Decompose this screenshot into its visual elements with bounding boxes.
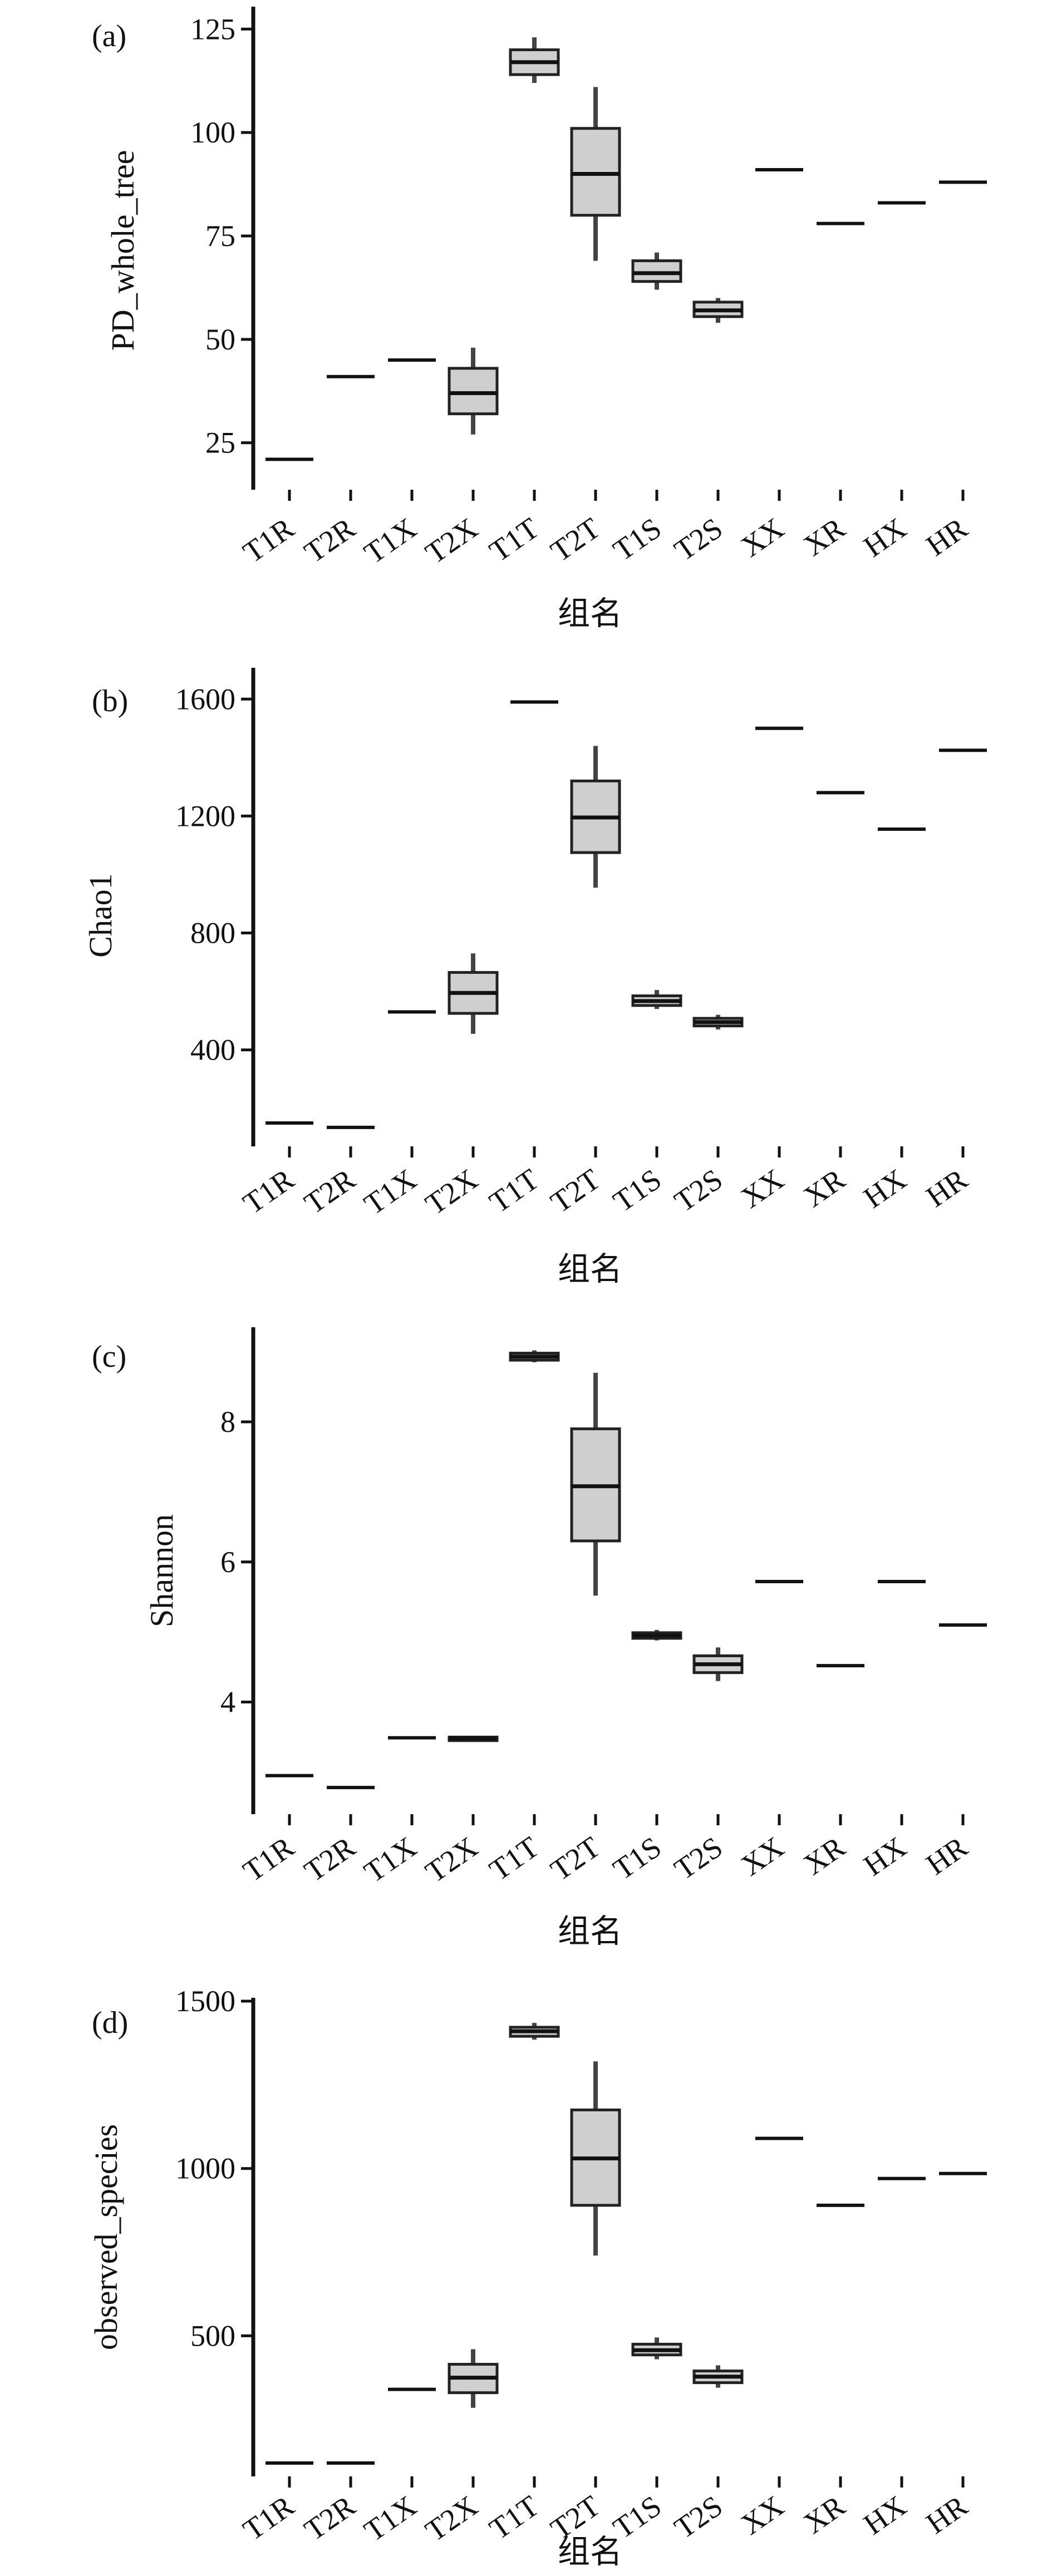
x-axis-title: 组名 <box>558 1912 622 1950</box>
y-axis-title: observed_species <box>88 2124 124 2350</box>
x-tick-label: XX <box>735 1830 790 1883</box>
y-tick-label: 400 <box>190 1033 235 1067</box>
x-tick-label: HR <box>920 1830 974 1881</box>
box-body <box>631 259 682 283</box>
y-tick-label: 6 <box>220 1545 235 1579</box>
x-tick-label: XR <box>798 2489 851 2540</box>
x-tick-label: HR <box>920 511 974 563</box>
x-tick-label: T2X <box>419 2489 483 2548</box>
x-tick-label: T2T <box>544 511 606 568</box>
x-tick-label: T2R <box>298 2489 361 2547</box>
x-tick-label: HX <box>858 1830 912 1883</box>
panel-label: (a) <box>92 19 126 53</box>
x-tick-label: HX <box>858 1163 912 1215</box>
y-tick-label: 50 <box>205 323 235 356</box>
x-axis-title: 组名 <box>558 1250 622 1288</box>
x-tick-label: T1X <box>358 511 422 570</box>
x-tick-label: T1T <box>483 1163 545 1219</box>
x-tick-label: XX <box>735 2489 790 2541</box>
x-tick-label: XR <box>798 1830 851 1881</box>
x-tick-label: T2X <box>419 511 483 570</box>
box-body <box>570 127 621 217</box>
y-tick-label: 8 <box>220 1405 235 1439</box>
y-tick-label: 1200 <box>175 799 235 833</box>
y-tick-label: 1000 <box>175 2152 235 2185</box>
x-tick-label: T2S <box>668 1830 729 1887</box>
y-tick-label: 1500 <box>175 1984 235 2018</box>
panel-label: (c) <box>92 1339 126 1374</box>
x-tick-label: T1R <box>237 2489 300 2547</box>
x-tick-label: T1R <box>237 511 300 569</box>
x-tick-label: T1X <box>358 1163 422 1221</box>
y-tick-label: 100 <box>190 116 235 149</box>
y-tick-label: 75 <box>205 219 235 253</box>
y-tick-label: 500 <box>190 2319 235 2352</box>
x-tick-label: T2X <box>419 1163 483 1221</box>
y-tick-label: 125 <box>190 12 235 46</box>
x-tick-label: XR <box>798 511 851 563</box>
x-axis-title: 组名 <box>558 2533 622 2570</box>
x-tick-label: XX <box>735 1163 790 1215</box>
x-tick-label: T2R <box>298 1830 361 1888</box>
x-tick-label: T1T <box>483 2489 545 2546</box>
x-tick-label: T2S <box>668 511 729 568</box>
y-tick-label: 1600 <box>175 682 235 716</box>
x-tick-label: T1S <box>607 1163 667 1219</box>
x-tick-label: T1X <box>358 1830 422 1889</box>
y-axis-title: Shannon <box>144 1514 180 1627</box>
x-tick-label: T1T <box>483 1830 545 1887</box>
x-tick-label: HX <box>858 511 912 564</box>
x-tick-label: T1T <box>483 511 545 568</box>
x-tick-label: HR <box>920 1163 974 1214</box>
panel-label: (d) <box>92 2006 128 2040</box>
x-tick-label: T1S <box>607 511 667 568</box>
y-tick-label: 4 <box>220 1686 235 1719</box>
x-tick-label: T2S <box>668 1163 729 1219</box>
panel-label: (b) <box>92 684 128 718</box>
x-tick-label: T2R <box>298 511 361 569</box>
x-tick-label: T2T <box>544 1830 606 1887</box>
y-axis-title: PD_whole_tree <box>105 150 141 351</box>
x-tick-label: T1R <box>237 1163 300 1220</box>
y-tick-label: 25 <box>205 426 235 460</box>
x-tick-label: T2T <box>544 1163 606 1219</box>
x-tick-label: T2S <box>668 2489 729 2545</box>
y-tick-label: 800 <box>190 917 235 950</box>
x-tick-label: T2R <box>298 1163 361 1220</box>
x-axis-title: 组名 <box>558 594 622 632</box>
x-tick-label: HR <box>920 2489 974 2540</box>
x-tick-label: XX <box>735 511 790 564</box>
x-tick-label: T1S <box>607 1830 667 1887</box>
x-tick-label: HX <box>858 2489 912 2541</box>
x-tick-label: T1X <box>358 2489 422 2548</box>
box-body <box>448 367 499 416</box>
x-tick-label: T1R <box>237 1830 300 1888</box>
x-tick-label: XR <box>798 1163 851 1214</box>
y-axis-title: Chao1 <box>82 873 119 957</box>
x-tick-label: T2X <box>419 1830 483 1889</box>
